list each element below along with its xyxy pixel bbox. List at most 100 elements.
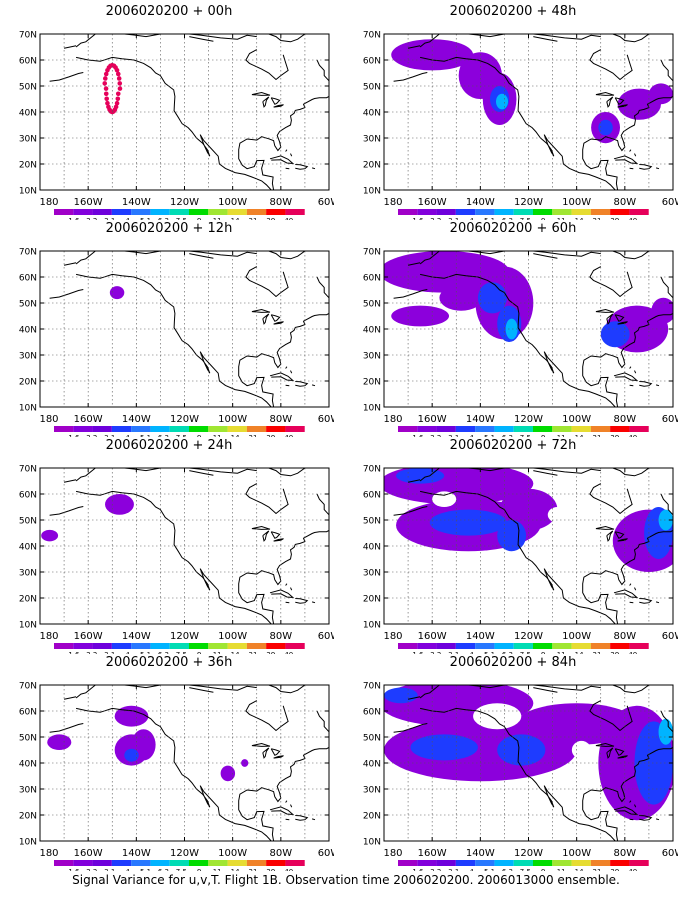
legend-swatch <box>73 643 93 649</box>
panel-title: 2006020200 + 72h <box>449 438 577 453</box>
legend-swatch <box>111 643 132 649</box>
lon-tick-label: 160W <box>74 197 103 208</box>
lat-tick-label: 70N <box>19 248 37 258</box>
variance-contour <box>41 529 59 542</box>
legend-label: 3.1 <box>448 217 459 220</box>
coastline <box>393 468 673 624</box>
coastline <box>393 685 673 841</box>
legend-swatch <box>494 860 514 866</box>
legend-swatch <box>131 209 151 215</box>
legend-swatch <box>131 643 151 649</box>
color-legend: 1.6 2.2 3.1 4 5.1 6.3 7.5 9 11 14 21 29 40 <box>398 209 649 220</box>
legend-label: 4 <box>469 434 474 437</box>
panel-title: 2006020200 + 36h <box>105 655 233 670</box>
legend-swatch <box>227 860 247 866</box>
legend-label: 14 <box>575 434 584 437</box>
legend-label: 14 <box>575 217 584 220</box>
observation-point <box>115 96 121 102</box>
legend-label: 1.6 <box>68 217 80 220</box>
lat-tick-label: 20N <box>19 812 37 822</box>
coastline <box>49 685 329 841</box>
legend-swatch <box>571 209 591 215</box>
legend-swatch <box>92 209 112 215</box>
lat-tick-label: 30N <box>363 569 381 579</box>
legend-label: 14 <box>231 217 240 220</box>
lat-tick-label: 50N <box>363 300 381 310</box>
legend-label: 21 <box>593 651 602 654</box>
lat-tick-label: 60N <box>363 491 381 501</box>
lon-tick-label: 60W <box>662 197 678 208</box>
lon-tick-label: 100W <box>218 414 247 425</box>
lon-tick-label: 100W <box>562 414 591 425</box>
legend-label: 4 <box>469 868 474 871</box>
lon-tick-label: 140W <box>122 848 151 859</box>
lon-tick-label: 120W <box>514 197 543 208</box>
lon-tick-label: 80W <box>614 848 637 859</box>
legend-swatch <box>54 860 74 866</box>
legend-swatch <box>398 426 418 432</box>
legend-label: 40 <box>628 434 637 437</box>
lat-tick-label: 70N <box>363 465 381 475</box>
lat-tick-label: 40N <box>363 109 381 119</box>
legend-label: 40 <box>628 217 637 220</box>
observation-point <box>113 104 119 110</box>
lon-tick-label: 160W <box>418 197 447 208</box>
legend-label: 11 <box>213 217 222 220</box>
variance-contour <box>598 119 613 136</box>
observation-point <box>103 86 109 91</box>
legend-label: 3.1 <box>104 434 115 437</box>
map-panel: 2006020200 + 60h 70N 60N 50N 40N 30N 20N 10N 180… <box>348 221 678 437</box>
legend-swatch <box>150 209 170 215</box>
lat-tick-label: 20N <box>363 161 381 171</box>
legend-swatch <box>610 209 630 215</box>
panel-title: 2006020200 + 84h <box>449 655 577 670</box>
legend-swatch <box>590 643 611 649</box>
lat-tick-label: 50N <box>363 734 381 744</box>
legend-swatch <box>436 426 456 432</box>
map-panel: 2006020200 + 48h 70N 60N 50N 40N 30N 20N 10N 180… <box>348 4 678 220</box>
lon-tick-label: 140W <box>466 631 495 642</box>
lat-tick-label: 10N <box>363 187 381 197</box>
legend-swatch <box>533 426 553 432</box>
lat-tick-label: 70N <box>363 31 381 41</box>
lon-tick-label: 140W <box>122 414 151 425</box>
legend-swatch <box>417 209 437 215</box>
lat-tick-label: 40N <box>19 760 37 770</box>
legend-swatch <box>73 426 93 432</box>
variance-contour <box>220 765 236 782</box>
legend-swatch <box>73 209 93 215</box>
legend-swatch <box>92 426 112 432</box>
observation-point <box>103 91 109 97</box>
lat-tick-label: 60N <box>363 274 381 284</box>
lat-tick-label: 30N <box>363 786 381 796</box>
lon-tick-label: 120W <box>514 414 543 425</box>
legend-label: 4 <box>125 217 130 220</box>
legend-swatch <box>266 860 286 866</box>
lon-tick-label: 180 <box>383 848 402 859</box>
legend-swatch <box>398 643 418 649</box>
lon-tick-label: 160W <box>418 848 447 859</box>
legend-swatch <box>208 209 228 215</box>
legend-label: 4 <box>125 868 130 871</box>
panel-title: 2006020200 + 24h <box>105 438 233 453</box>
lat-tick-label: 10N <box>363 404 381 414</box>
lat-tick-label: 70N <box>19 682 37 692</box>
legend-swatch <box>246 209 267 215</box>
lon-tick-label: 160W <box>74 848 103 859</box>
legend-swatch <box>285 643 305 649</box>
legend-label: 1.6 <box>68 868 80 871</box>
legend-label: 5.1 <box>140 868 151 871</box>
legend-label: 40 <box>284 217 293 220</box>
observation-point <box>117 81 123 86</box>
legend-swatch <box>208 426 228 432</box>
lon-tick-label: 60W <box>662 414 678 425</box>
lon-tick-label: 80W <box>270 414 293 425</box>
legend-label: 6.3 <box>158 868 169 871</box>
legend-swatch <box>610 426 630 432</box>
lon-tick-label: 140W <box>466 197 495 208</box>
lat-tick-label: 20N <box>19 378 37 388</box>
legend-label: 2.2 <box>430 434 441 437</box>
legend-swatch <box>398 860 418 866</box>
